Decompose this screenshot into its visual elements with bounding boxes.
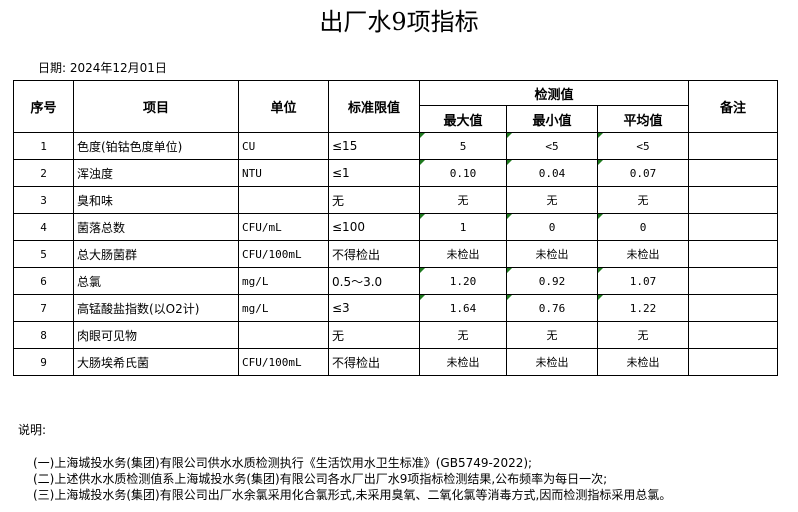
cell-limit: ≤100 [328, 213, 420, 241]
cell-item: 色度(铂钴色度单位) [73, 132, 239, 160]
header-max: 最大值 [419, 105, 507, 133]
header-limit: 标准限值 [328, 80, 420, 133]
header-unit: 单位 [238, 80, 329, 133]
cell-unit: CFU/100mL [238, 348, 329, 376]
cell-max: 0.10 [419, 159, 507, 187]
table-row: 8 肉眼可见物无无无无 [13, 321, 778, 349]
cell-min: 0.04 [506, 159, 598, 187]
cell-no: 8 [13, 321, 74, 349]
table-row: 1 色度(铂钴色度单位) CU ≤15 5 <5 <5 [13, 132, 778, 160]
cell-limit: ≤1 [328, 159, 420, 187]
cell-no: 9 [13, 348, 74, 376]
cell-no: 1 [13, 132, 74, 160]
header-measured: 检测值 [419, 80, 689, 106]
table-row: 4 菌落总数 CFU/mL ≤100 1 0 0 [13, 213, 778, 241]
cell-max: 5 [419, 132, 507, 160]
cell-no: 7 [13, 294, 74, 322]
cell-min: 0 [506, 213, 598, 241]
cell-remark [688, 186, 778, 214]
cell-max: 无 [419, 321, 507, 349]
cell-item: 菌落总数 [73, 213, 239, 241]
cell-remark [688, 240, 778, 268]
table-row: 5 总大肠菌群 CFU/100mL 不得检出 未检出 未检出 未检出 [13, 240, 778, 268]
cell-remark [688, 267, 778, 295]
cell-limit: 不得检出 [328, 348, 420, 376]
header-avg: 平均值 [597, 105, 689, 133]
cell-item: 总大肠菌群 [73, 240, 239, 268]
cell-no: 6 [13, 267, 74, 295]
cell-remark [688, 132, 778, 160]
note-line: (三)上海城投水务(集团)有限公司出厂水余氯采用化合氯形式,未采用臭氧、二氧化氯… [33, 488, 672, 502]
cell-avg: 1.07 [597, 267, 689, 295]
cell-limit: 无 [328, 321, 420, 349]
cell-max: 无 [419, 186, 507, 214]
cell-remark [688, 159, 778, 187]
cell-min: 无 [506, 186, 598, 214]
cell-min: 无 [506, 321, 598, 349]
table-row: 3 臭和味无无无无 [13, 186, 778, 214]
cell-min: 0.92 [506, 267, 598, 295]
cell-avg: 未检出 [597, 240, 689, 268]
table-row: 9 大肠埃希氏菌 CFU/100mL 不得检出 未检出 未检出 未检出 [13, 348, 778, 376]
note-line: (一)上海城投水务(集团)有限公司供水水质检测执行《生活饮用水卫生标准》(GB5… [33, 456, 533, 470]
cell-unit: CU [238, 132, 329, 160]
cell-unit: mg/L [238, 267, 329, 295]
cell-no: 3 [13, 186, 74, 214]
table-row: 7 高锰酸盐指数(以O2计) mg/L ≤3 1.64 0.76 1.22 [13, 294, 778, 322]
table-row: 6 总氯 mg/L 0.5～3.0 1.20 0.92 1.07 [13, 267, 778, 295]
header-no: 序号 [13, 80, 74, 133]
cell-avg: 1.22 [597, 294, 689, 322]
cell-min: 未检出 [506, 240, 598, 268]
cell-remark [688, 321, 778, 349]
cell-limit: 0.5～3.0 [328, 267, 420, 295]
cell-no: 5 [13, 240, 74, 268]
cell-unit [238, 186, 329, 214]
cell-max: 1.20 [419, 267, 507, 295]
cell-unit: mg/L [238, 294, 329, 322]
notes-heading: 说明: [18, 423, 47, 437]
cell-remark [688, 348, 778, 376]
cell-max: 未检出 [419, 348, 507, 376]
cell-limit: ≤15 [328, 132, 420, 160]
cell-item: 大肠埃希氏菌 [73, 348, 239, 376]
cell-avg: 无 [597, 321, 689, 349]
cell-limit: 不得检出 [328, 240, 420, 268]
cell-unit [238, 321, 329, 349]
cell-no: 2 [13, 159, 74, 187]
cell-avg: 无 [597, 186, 689, 214]
cell-max: 1.64 [419, 294, 507, 322]
cell-unit: NTU [238, 159, 329, 187]
header-remark: 备注 [688, 80, 778, 133]
cell-unit: CFU/100mL [238, 240, 329, 268]
cell-item: 臭和味 [73, 186, 239, 214]
cell-avg: 0 [597, 213, 689, 241]
header-item: 项目 [73, 80, 239, 133]
table-row: 2 浑浊度 NTU ≤1 0.10 0.04 0.07 [13, 159, 778, 187]
page-title: 出厂水9项指标 [319, 8, 479, 36]
cell-avg: 未检出 [597, 348, 689, 376]
cell-remark [688, 294, 778, 322]
cell-item: 总氯 [73, 267, 239, 295]
header-min: 最小值 [506, 105, 598, 133]
cell-item: 浑浊度 [73, 159, 239, 187]
notes: 说明: (一)上海城投水务(集团)有限公司供水水质检测执行《生活饮用水卫生标准》… [18, 421, 671, 502]
cell-unit: CFU/mL [238, 213, 329, 241]
cell-avg: <5 [597, 132, 689, 160]
cell-max: 1 [419, 213, 507, 241]
cell-limit: 无 [328, 186, 420, 214]
cell-min: 未检出 [506, 348, 598, 376]
note-line: (二)上述供水水质检测值系上海城投水务(集团)有限公司各水厂出厂水9项指标检测结… [33, 472, 608, 486]
cell-min: <5 [506, 132, 598, 160]
water-quality-table: 序号 项目 单位 标准限值 检测值 备注 最大值 最小值 平均值 1 色度(铂钴色… [13, 80, 778, 376]
cell-no: 4 [13, 213, 74, 241]
cell-avg: 0.07 [597, 159, 689, 187]
cell-item: 高锰酸盐指数(以O2计) [73, 294, 239, 322]
cell-remark [688, 213, 778, 241]
cell-max: 未检出 [419, 240, 507, 268]
cell-limit: ≤3 [328, 294, 420, 322]
cell-item: 肉眼可见物 [73, 321, 239, 349]
cell-min: 0.76 [506, 294, 598, 322]
report-date: 日期: 2024年12月01日 [38, 61, 167, 75]
